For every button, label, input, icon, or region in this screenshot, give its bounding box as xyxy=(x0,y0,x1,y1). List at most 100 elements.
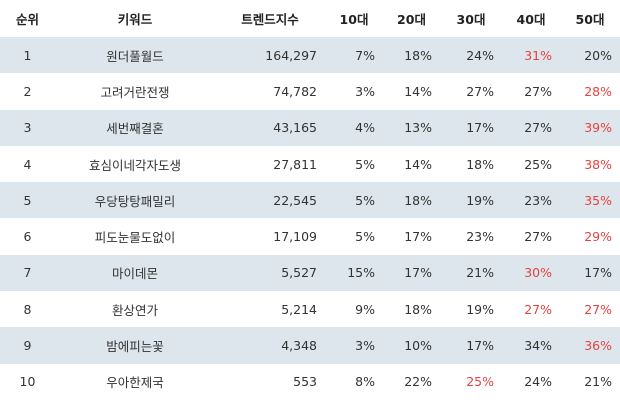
table-cell: 2 xyxy=(23,83,32,99)
table-cell: 1 xyxy=(0,37,55,74)
table-cell: 10% xyxy=(383,327,440,364)
table-cell: 15% xyxy=(325,254,383,292)
table-cell: 17% xyxy=(383,254,440,292)
table-cell: 밤에피는꽃 xyxy=(55,327,215,364)
table-cell: 39% xyxy=(560,109,620,146)
table-cell: 27% xyxy=(524,301,552,317)
table-cell: 18% xyxy=(383,182,440,219)
table-cell: 28% xyxy=(584,83,612,99)
table-cell: 27,811 xyxy=(273,156,317,172)
table-cell: 23% xyxy=(502,182,560,219)
header-cell: 트렌드지수 xyxy=(241,12,299,27)
table-row: 2 고려거란전쟁 74,782 3% 14% 27% 27% 28% xyxy=(0,73,620,109)
table-cell: 3 xyxy=(0,109,55,146)
table-cell: 피도눈물도없이 xyxy=(94,230,176,246)
table-cell: 18% xyxy=(466,156,494,172)
table-cell: 24% xyxy=(524,374,552,390)
header-cell: 30대 xyxy=(456,12,486,27)
table-cell: 원더풀월드 xyxy=(55,37,215,74)
table-cell: 20% xyxy=(560,37,620,74)
table-cell: 7 xyxy=(0,254,55,292)
table-cell: 환상연가 xyxy=(111,302,158,318)
table-cell: 27% xyxy=(584,301,612,317)
table-cell: 8% xyxy=(355,374,375,390)
header-cell: 40대 xyxy=(516,12,546,27)
table-cell: 3% xyxy=(355,83,375,99)
table-cell: 19% xyxy=(466,301,494,317)
table-cell: 18% xyxy=(383,37,440,74)
table-cell: 5 xyxy=(0,182,55,219)
table-row: 3 세번째결혼 43,165 4% 13% 17% 27% 39% xyxy=(0,109,620,146)
table-cell: 27% xyxy=(466,83,494,99)
table-cell: 14% xyxy=(404,156,432,172)
table-cell: 22% xyxy=(404,374,432,390)
table-cell: 31% xyxy=(502,37,560,74)
table-cell: 25% xyxy=(524,156,552,172)
table-cell: 17% xyxy=(404,229,432,245)
table-cell: 8 xyxy=(23,301,32,317)
table-row: 5 우당탕탕패밀리 22,545 5% 18% 19% 23% 35% xyxy=(0,182,620,219)
table-row: 8 환상연가 5,214 9% 18% 19% 27% 27% xyxy=(0,291,620,327)
table-cell: 14% xyxy=(404,83,432,99)
table-cell: 5% xyxy=(325,182,383,219)
table-cell: 5% xyxy=(355,229,375,245)
table-cell: 27% xyxy=(524,229,552,245)
table-row: 9 밤에피는꽃 4,348 3% 10% 17% 34% 36% xyxy=(0,327,620,364)
table-cell: 22,545 xyxy=(215,182,325,219)
table-cell: 4,348 xyxy=(215,327,325,364)
table-cell: 164,297 xyxy=(215,37,325,74)
table-cell: 24% xyxy=(440,37,502,74)
table-cell: 6 xyxy=(23,229,32,245)
table-cell: 27% xyxy=(502,109,560,146)
table-cell: 9% xyxy=(355,301,375,317)
table-cell: 13% xyxy=(383,109,440,146)
table-cell: 38% xyxy=(584,156,612,172)
table-cell: 30% xyxy=(502,254,560,292)
table-cell: 17% xyxy=(560,254,620,292)
table-cell: 고려거란전쟁 xyxy=(100,84,170,100)
table-cell: 18% xyxy=(404,301,432,317)
table-cell: 25% xyxy=(466,374,494,390)
table-row: 7 마이데몬 5,527 15% 17% 21% 30% 17% xyxy=(0,254,620,292)
table-cell: 21% xyxy=(584,374,612,390)
table-cell: 5,527 xyxy=(215,254,325,292)
table-cell: 마이데몬 xyxy=(55,254,215,292)
table-cell: 21% xyxy=(440,254,502,292)
header-cell: 키워드 xyxy=(117,12,153,27)
table-cell: 29% xyxy=(584,229,612,245)
table-row: 1 원더풀월드 164,297 7% 18% 24% 31% 20% xyxy=(0,37,620,74)
table-cell: 27% xyxy=(524,83,552,99)
table-cell: 23% xyxy=(466,229,494,245)
table-cell: 74,782 xyxy=(273,83,317,99)
table-cell: 553 xyxy=(293,374,317,390)
table-row: 4 효심이네각자도생 27,811 5% 14% 18% 25% 38% xyxy=(0,146,620,182)
header-cell: 50대 xyxy=(575,12,605,27)
table-cell: 3% xyxy=(325,327,383,364)
table-cell: 효심이네각자도생 xyxy=(88,157,181,173)
table-cell: 5,214 xyxy=(281,301,317,317)
table-cell: 7% xyxy=(325,37,383,74)
table-cell: 34% xyxy=(502,327,560,364)
table-body: 1 원더풀월드 164,297 7% 18% 24% 31% 20% 2 고려거란전쟁 74,782… xyxy=(0,37,620,400)
table-cell: 우당탕탕패밀리 xyxy=(55,182,215,219)
table-row: 6 피도눈물도없이 17,109 5% 17% 23% 27% 29% xyxy=(0,218,620,254)
table-cell: 43,165 xyxy=(215,109,325,146)
table-cell: 4 xyxy=(23,156,32,172)
header-row: 순위 키워드 트렌드지수 10대 20대 30대 40대 50대 xyxy=(0,0,620,37)
table-cell: 35% xyxy=(560,182,620,219)
table-cell: 19% xyxy=(440,182,502,219)
table-cell: 17% xyxy=(440,109,502,146)
table-cell: 우아한제국 xyxy=(106,375,164,391)
table-cell: 세번째결혼 xyxy=(55,109,215,146)
header-cell: 순위 xyxy=(15,12,39,27)
table-cell: 5% xyxy=(355,156,375,172)
table-cell: 9 xyxy=(0,327,55,364)
header-cell: 20대 xyxy=(397,12,426,27)
table-cell: 17% xyxy=(440,327,502,364)
table-cell: 17,109 xyxy=(273,229,317,245)
table-cell: 4% xyxy=(325,109,383,146)
table-row: 10 우아한제국 553 8% 22% 25% 24% 21% xyxy=(0,364,620,400)
table-cell: 36% xyxy=(560,327,620,364)
